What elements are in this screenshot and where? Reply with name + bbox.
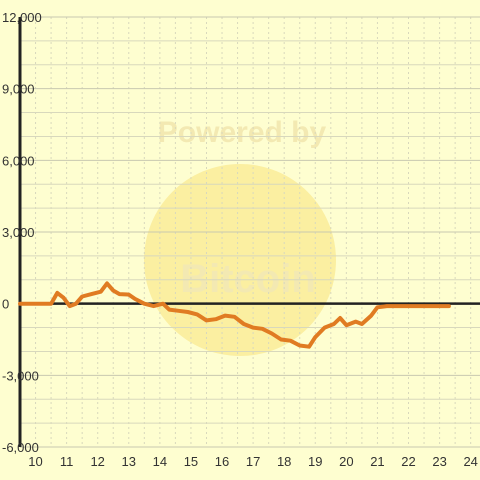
- watermark-text-powered-by: Powered by: [158, 116, 327, 149]
- x-tick-label: 18: [277, 454, 291, 469]
- x-tick-label: 22: [401, 454, 415, 469]
- x-tick-label: 12: [90, 454, 104, 469]
- axes: [18, 17, 480, 447]
- bitcoin-logo-watermark: [144, 164, 336, 356]
- x-tick-label: 15: [184, 454, 198, 469]
- x-tick-label: 23: [432, 454, 446, 469]
- y-tick-label: -6,000: [2, 440, 39, 455]
- grid: [20, 16, 480, 448]
- y-tick-label: -3,000: [2, 368, 39, 383]
- x-tick-label: 10: [28, 454, 42, 469]
- y-tick-label: 12,000: [2, 10, 42, 25]
- y-tick-label: 9,000: [2, 82, 35, 97]
- series-line-0: [18, 281, 451, 349]
- series: [18, 281, 451, 349]
- x-tick-label: 20: [339, 454, 353, 469]
- y-tick-label: 0: [2, 297, 9, 312]
- watermark: Powered by Bitcoin: [144, 116, 336, 356]
- x-tick-label: 19: [308, 454, 322, 469]
- x-tick-label: 17: [246, 454, 260, 469]
- x-tick-label: 21: [370, 454, 384, 469]
- watermark-text-bitcoin: Bitcoin: [180, 257, 316, 301]
- x-tick-label: 24: [463, 454, 477, 469]
- y-tick-label: 3,000: [2, 225, 35, 240]
- x-tick-label: 11: [60, 454, 74, 469]
- y-tick-label: 6,000: [2, 153, 35, 168]
- x-tick-label: 14: [153, 454, 167, 469]
- x-tick-label: 16: [215, 454, 229, 469]
- x-tick-label: 13: [122, 454, 136, 469]
